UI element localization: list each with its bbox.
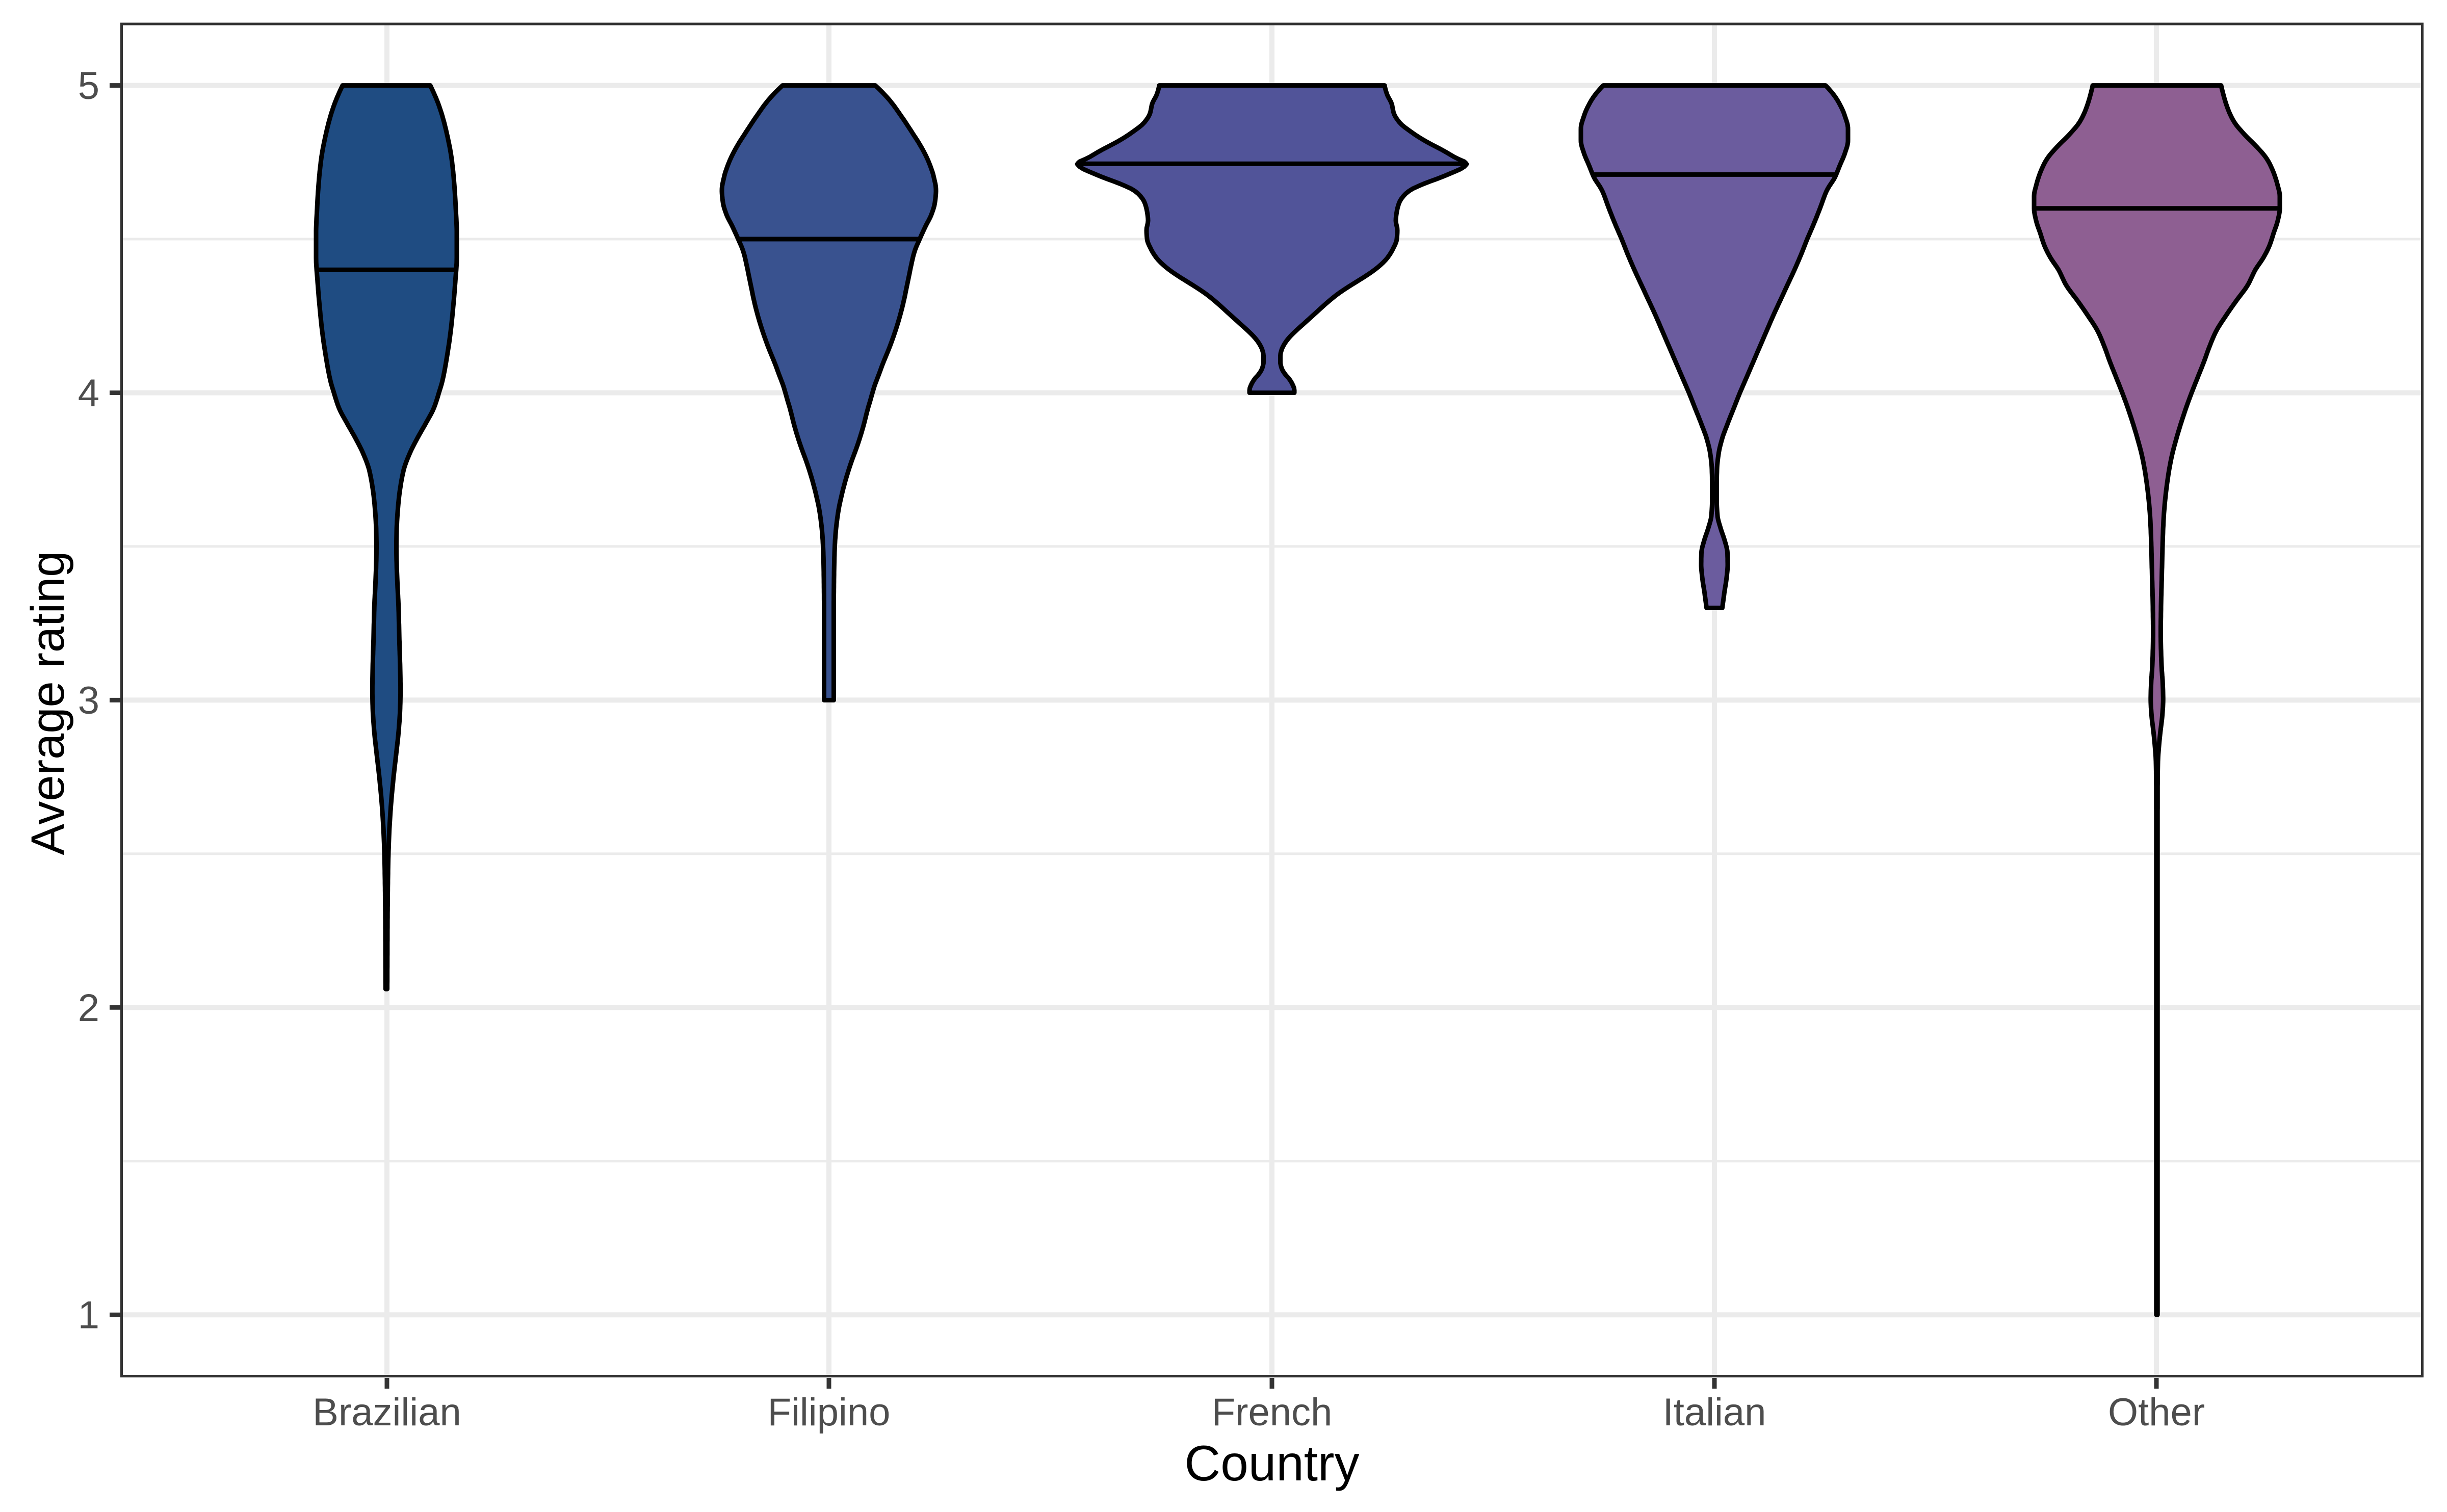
svg-text:5: 5	[78, 64, 99, 108]
svg-text:Other: Other	[2108, 1391, 2205, 1434]
svg-text:French: French	[1212, 1391, 1333, 1434]
svg-text:3: 3	[78, 679, 99, 722]
svg-text:1: 1	[78, 1294, 99, 1337]
svg-text:Italian: Italian	[1663, 1391, 1766, 1434]
svg-text:Brazilian: Brazilian	[313, 1391, 461, 1434]
svg-text:Country: Country	[1184, 1435, 1359, 1491]
svg-text:4: 4	[78, 372, 99, 415]
svg-text:Average rating: Average rating	[22, 551, 74, 855]
svg-text:Filipino: Filipino	[768, 1391, 891, 1434]
svg-text:2: 2	[78, 986, 99, 1030]
